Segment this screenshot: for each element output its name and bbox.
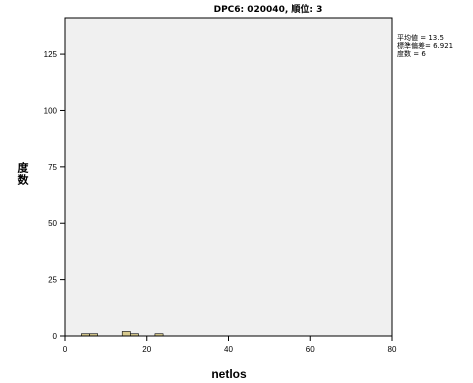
y-axis: 0 25 50 75 100 125 — [44, 50, 65, 341]
plot-area — [65, 18, 392, 336]
y-tick-label: 100 — [44, 106, 58, 115]
x-axis-label: netlos — [211, 367, 247, 381]
y-tick-label: 0 — [53, 332, 58, 341]
stats-legend: 平均値 = 13.5 標準偏差= 6.921 度数 = 6 — [397, 34, 453, 58]
y-tick-label: 25 — [48, 276, 57, 285]
x-axis: 0 20 40 60 80 — [63, 336, 397, 354]
y-tick-label: 75 — [48, 163, 57, 172]
histogram-bar — [122, 331, 130, 336]
y-tick-label: 50 — [48, 219, 57, 228]
x-tick-label: 60 — [306, 345, 315, 354]
x-tick-label: 40 — [224, 345, 233, 354]
stat-std-dev: 標準偏差= 6.921 — [397, 42, 453, 50]
chart-title: DPC6: 020040, 順位: 3 — [214, 3, 323, 15]
x-tick-label: 20 — [142, 345, 151, 354]
y-tick-label: 125 — [44, 50, 58, 59]
y-axis-label: 度数 — [15, 162, 29, 186]
x-tick-label: 0 — [63, 345, 68, 354]
stat-mean: 平均値 = 13.5 — [397, 34, 453, 42]
stat-count: 度数 = 6 — [397, 50, 453, 58]
x-tick-label: 80 — [388, 345, 397, 354]
